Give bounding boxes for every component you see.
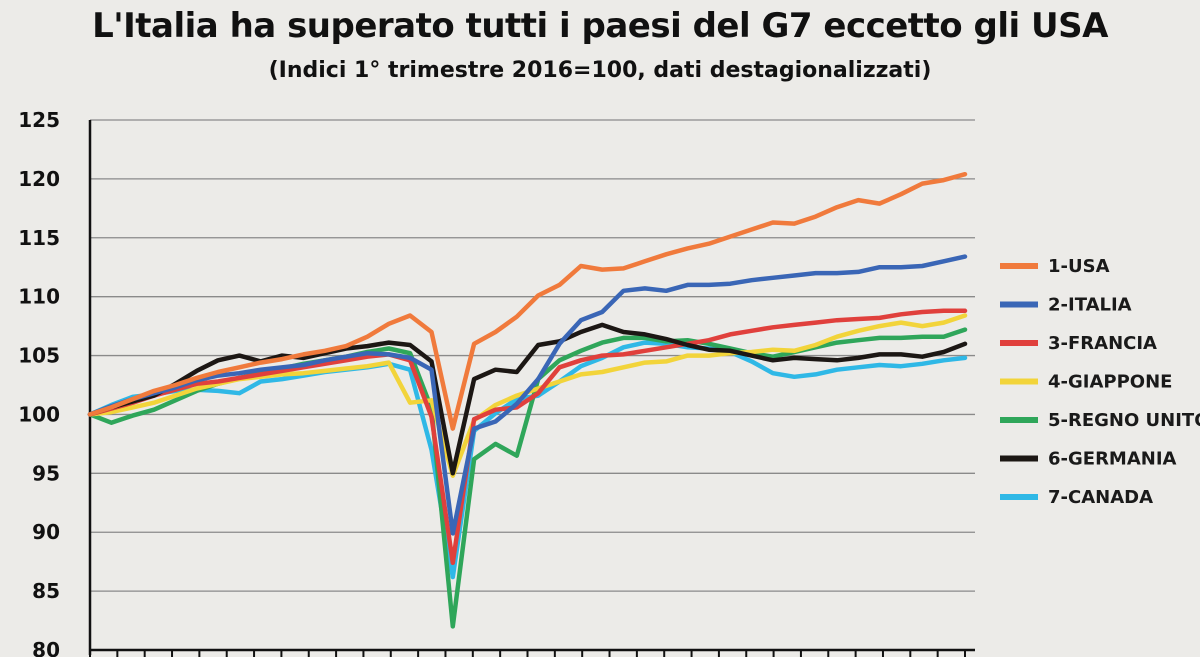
y-tick-label: 95	[32, 461, 60, 485]
y-tick-label: 80	[32, 638, 60, 657]
chart-title: L'Italia ha superato tutti i paesi del G…	[92, 6, 1108, 46]
series-line-2	[87, 254, 968, 536]
y-tick-label: 85	[32, 579, 60, 603]
legend-label: 7-CANADA	[1048, 487, 1153, 508]
y-tick-label: 110	[18, 285, 60, 309]
legend-label: 6-GERMANIA	[1048, 449, 1177, 470]
series-line-1	[87, 171, 968, 431]
y-tick-label: 105	[18, 344, 60, 368]
chart-subtitle: (Indici 1° trimestre 2016=100, dati dest…	[268, 58, 932, 83]
y-tick-label: 120	[18, 167, 60, 191]
series-lines	[87, 171, 968, 629]
series-line-6	[87, 322, 968, 476]
y-axis-ticks: 80 85 90 95 100 105 110 115 120 125	[18, 108, 60, 657]
legend-label: 1-USA	[1048, 256, 1110, 277]
series-line-7	[87, 340, 968, 580]
legend-label: 2-ITALIA	[1048, 295, 1132, 316]
series-line-3	[87, 308, 968, 566]
y-tick-label: 100	[18, 402, 60, 426]
y-tick-label: 125	[18, 108, 60, 132]
y-tick-label: 115	[18, 226, 60, 250]
y-tick-label: 90	[32, 520, 60, 544]
legend-label: 3-FRANCIA	[1048, 333, 1157, 354]
legend-label: 5-REGNO UNITO	[1048, 410, 1200, 431]
legend: 1-USA 2-ITALIA 3-FRANCIA 4-GIAPPONE 5-REGNO …	[1000, 256, 1200, 508]
legend-label: 4-GIAPPONE	[1048, 372, 1172, 393]
